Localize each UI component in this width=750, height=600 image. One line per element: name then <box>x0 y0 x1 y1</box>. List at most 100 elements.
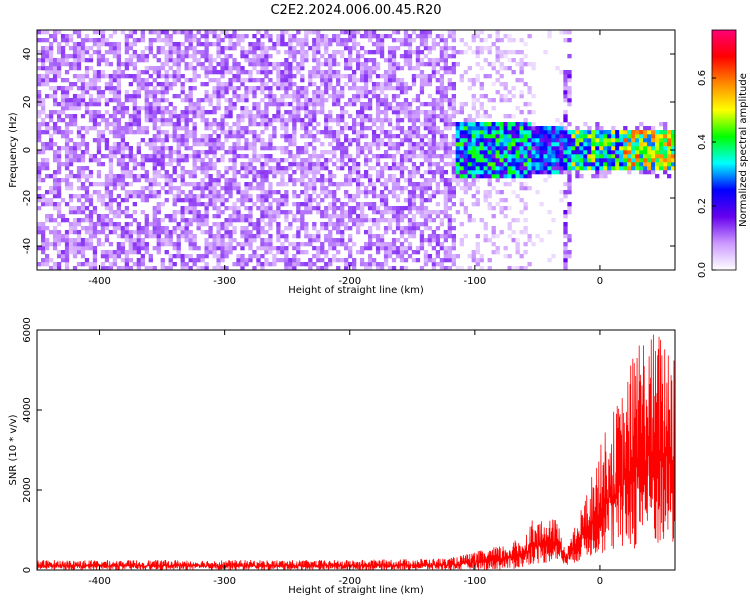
heat-cell <box>659 146 664 151</box>
heat-cell <box>304 234 309 239</box>
heat-cell <box>37 82 42 87</box>
heat-cell <box>503 66 508 71</box>
heat-cell <box>367 202 373 207</box>
heat-cell <box>519 130 524 135</box>
heat-cell <box>579 134 584 139</box>
heat-cell <box>563 118 568 123</box>
heat-cell <box>112 90 118 95</box>
heat-cell <box>148 118 153 123</box>
heat-cell <box>240 234 245 239</box>
heat-cell <box>511 114 516 119</box>
heat-cell <box>324 78 329 83</box>
heat-cell <box>40 54 46 59</box>
heat-cell <box>132 262 137 267</box>
heat-cell <box>304 54 309 59</box>
heat-cell <box>328 114 333 119</box>
heat-cell <box>256 158 261 163</box>
heat-cell <box>252 234 257 239</box>
heat-cell <box>220 158 225 163</box>
heat-cell <box>495 154 500 159</box>
heat-cell <box>104 62 110 67</box>
heat-cell <box>224 106 229 111</box>
heat-cell <box>308 206 313 211</box>
heat-cell <box>288 118 293 123</box>
heat-cell <box>56 58 62 63</box>
heat-cell <box>92 126 98 131</box>
heat-cell <box>519 58 524 63</box>
heat-cell <box>435 154 441 159</box>
heat-cell <box>60 62 66 67</box>
heat-cell <box>204 70 209 75</box>
heat-cell <box>296 226 301 231</box>
heat-cell <box>531 146 536 151</box>
heat-cell <box>144 102 149 107</box>
heat-cell <box>136 266 141 270</box>
heat-cell <box>427 150 433 155</box>
heat-cell <box>379 110 385 115</box>
heat-cell <box>252 118 257 123</box>
heat-cell <box>76 154 82 159</box>
heat-cell <box>356 62 361 67</box>
heat-cell <box>479 130 484 135</box>
heat-cell <box>459 38 464 43</box>
heat-cell <box>56 202 62 207</box>
heat-cell <box>172 58 177 63</box>
heat-cell <box>463 70 468 75</box>
heat-cell <box>511 70 516 75</box>
heat-cell <box>76 178 82 183</box>
heat-cell <box>379 174 385 179</box>
heat-cell <box>423 226 429 231</box>
heat-cell <box>567 98 572 103</box>
heat-cell <box>423 78 429 83</box>
heat-cell <box>212 146 217 151</box>
heat-cell <box>184 126 189 131</box>
heat-cell <box>92 102 98 107</box>
heat-cell <box>427 62 433 67</box>
heat-cell <box>236 114 241 119</box>
heat-cell <box>367 254 373 259</box>
heat-cell <box>324 42 329 47</box>
heat-cell <box>168 74 173 79</box>
heat-cell <box>244 226 249 231</box>
heat-cell <box>324 266 329 270</box>
heat-cell <box>292 66 297 71</box>
heat-cell <box>228 190 233 195</box>
heat-cell <box>403 102 409 107</box>
heat-cell <box>268 202 273 207</box>
heat-cell <box>320 42 325 47</box>
heat-cell <box>371 234 377 239</box>
heat-cell <box>455 110 460 115</box>
heat-cell <box>300 54 305 59</box>
heat-cell <box>659 138 664 143</box>
heat-cell <box>208 158 213 163</box>
heat-cell <box>387 154 393 159</box>
heat-cell <box>84 218 90 223</box>
heat-cell <box>391 54 397 59</box>
heat-cell <box>367 58 373 63</box>
heat-cell <box>419 50 425 55</box>
heat-cell <box>92 114 98 119</box>
heat-cell <box>212 182 217 187</box>
heat-cell <box>252 122 257 127</box>
heat-cell <box>260 54 265 59</box>
heat-cell <box>431 58 437 63</box>
heat-cell <box>348 234 353 239</box>
heat-cell <box>140 34 145 39</box>
heat-cell <box>72 58 78 63</box>
heat-cell <box>443 62 449 67</box>
heat-cell <box>356 218 361 223</box>
heat-cell <box>56 74 62 79</box>
heat-cell <box>260 210 265 215</box>
y-tick-label: -20 <box>22 190 33 206</box>
heat-cell <box>80 174 86 179</box>
heat-cell <box>68 210 74 215</box>
heat-cell <box>495 46 500 51</box>
heat-cell <box>112 258 118 263</box>
heat-cell <box>196 30 201 35</box>
heat-cell <box>252 186 257 191</box>
heat-cell <box>471 78 476 83</box>
heat-cell <box>320 178 325 183</box>
heat-cell <box>603 166 608 171</box>
heat-cell <box>76 54 82 59</box>
heat-cell <box>108 218 114 223</box>
